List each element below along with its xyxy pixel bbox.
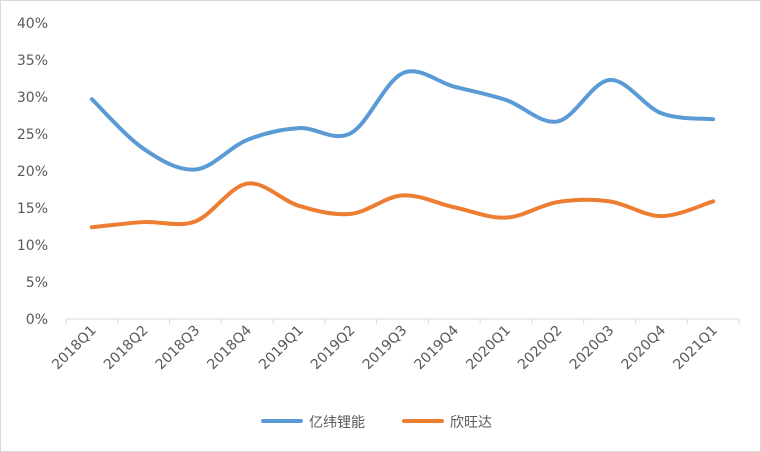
series-line-1 <box>89 181 716 230</box>
y-tick-label: 20% <box>17 164 48 180</box>
x-tick-label: 2018Q2 <box>101 323 152 374</box>
legend-label-1: 欣旺达 <box>450 415 492 431</box>
x-tick-label: 2020Q4 <box>619 322 670 373</box>
x-tick-label: 2021Q1 <box>670 323 721 374</box>
legend-label-0: 亿纬锂能 <box>309 415 365 431</box>
y-tick-label: 10% <box>17 238 48 254</box>
y-tick-label: 25% <box>17 127 48 143</box>
x-tick-label: 2019Q3 <box>360 323 411 374</box>
x-tick-label: 2019Q4 <box>411 322 462 373</box>
x-tick-label: 2019Q2 <box>308 323 359 374</box>
x-tick-label: 2018Q3 <box>153 323 204 374</box>
x-tick-label: 2020Q2 <box>515 323 566 374</box>
y-tick-label: 35% <box>17 53 48 69</box>
series-line-0 <box>89 69 716 172</box>
x-tick-label: 2020Q3 <box>567 323 618 374</box>
y-tick-label: 15% <box>17 201 48 217</box>
y-tick-label: 30% <box>17 90 48 106</box>
y-tick-label: 5% <box>26 275 48 291</box>
y-tick-label: 40% <box>17 16 48 32</box>
y-tick-label: 0% <box>26 312 48 328</box>
x-tick-label: 2019Q1 <box>256 323 307 374</box>
x-tick-label: 2018Q1 <box>49 323 100 374</box>
x-tick-label: 2020Q1 <box>463 323 514 374</box>
x-tick-label: 2018Q4 <box>204 322 255 373</box>
